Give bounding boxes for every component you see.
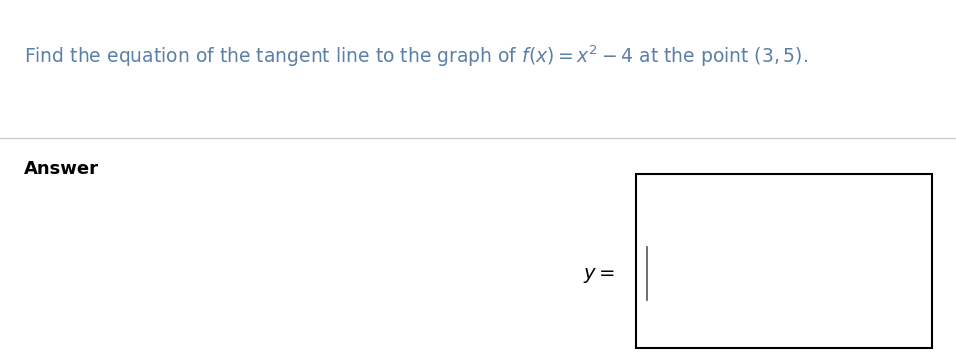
Text: Find the equation of the tangent line to the graph of $f(x) = x^2 - 4$ at the po: Find the equation of the tangent line to…	[24, 44, 808, 69]
Text: Answer: Answer	[24, 160, 98, 178]
Text: $y =$: $y =$	[583, 266, 616, 285]
